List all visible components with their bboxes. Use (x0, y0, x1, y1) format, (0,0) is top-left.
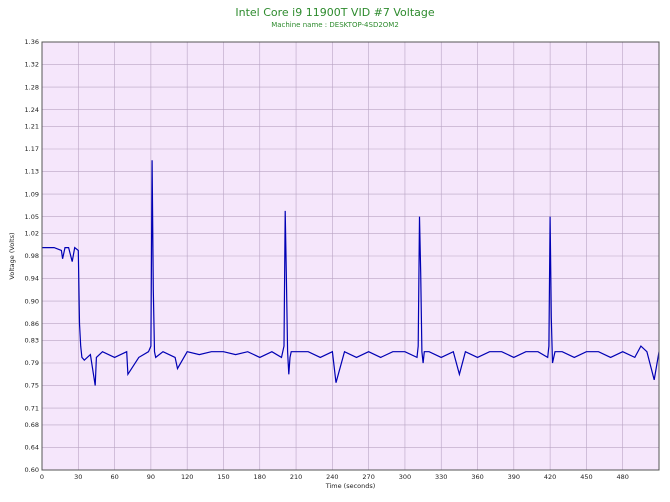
y-tick-label: 0.79 (25, 359, 39, 367)
y-tick-label: 0.98 (25, 252, 39, 260)
y-tick-label: 0.68 (25, 421, 39, 429)
x-tick-label: 60 (110, 473, 118, 481)
y-axis-label: Voltage (Volts) (8, 232, 16, 279)
x-tick-label: 330 (435, 473, 447, 481)
y-tick-label: 0.83 (25, 337, 39, 345)
y-tick-label: 0.60 (25, 466, 39, 474)
x-tick-label: 0 (40, 473, 44, 481)
y-tick-label: 0.64 (25, 444, 39, 452)
y-tick-label: 1.02 (25, 230, 39, 238)
y-tick-label: 0.71 (25, 404, 39, 412)
x-axis-ticks: 0 30 60 90 120 150 180 210 240 270 300 330 360 390 420… (40, 473, 629, 481)
x-tick-label: 120 (181, 473, 193, 481)
y-tick-label: 1.24 (25, 106, 39, 114)
x-tick-label: 360 (471, 473, 483, 481)
plot-border (41, 41, 660, 471)
y-tick-label: 0.75 (25, 382, 39, 390)
series-line (42, 160, 660, 386)
y-tick-label: 1.09 (25, 190, 39, 198)
y-tick-label: 1.36 (25, 38, 39, 46)
y-tick-label: 1.28 (25, 83, 39, 91)
x-tick-label: 210 (290, 473, 302, 481)
x-tick-label: 390 (508, 473, 520, 481)
y-tick-label: 0.90 (25, 297, 39, 305)
x-tick-label: 180 (254, 473, 266, 481)
x-tick-label: 450 (580, 473, 592, 481)
x-tick-label: 240 (326, 473, 338, 481)
y-tick-label: 1.32 (25, 61, 39, 69)
x-tick-label: 300 (399, 473, 411, 481)
y-tick-label: 1.21 (25, 123, 39, 131)
x-tick-label: 30 (74, 473, 82, 481)
x-tick-label: 270 (362, 473, 374, 481)
y-axis-ticks: 0.60 0.64 0.68 0.71 0.75 0.79 0.83 0.86 0.90 0.94… (25, 38, 39, 474)
y-tick-label: 1.17 (25, 145, 39, 153)
chart-title: Intel Core i9 11900T VID #7 Voltage (235, 6, 435, 19)
chart-subtitle: Machine name : DESKTOP-4SD2OM2 (271, 21, 399, 29)
x-tick-label: 480 (616, 473, 628, 481)
y-tick-label: 1.13 (25, 168, 39, 176)
x-tick-label: 150 (217, 473, 229, 481)
x-tick-label: 420 (544, 473, 556, 481)
x-axis-label: Time (seconds) (325, 482, 376, 490)
y-tick-label: 0.94 (25, 275, 39, 283)
y-tick-label: 0.86 (25, 320, 39, 328)
x-tick-label: 90 (147, 473, 155, 481)
y-tick-label: 1.05 (25, 213, 39, 221)
